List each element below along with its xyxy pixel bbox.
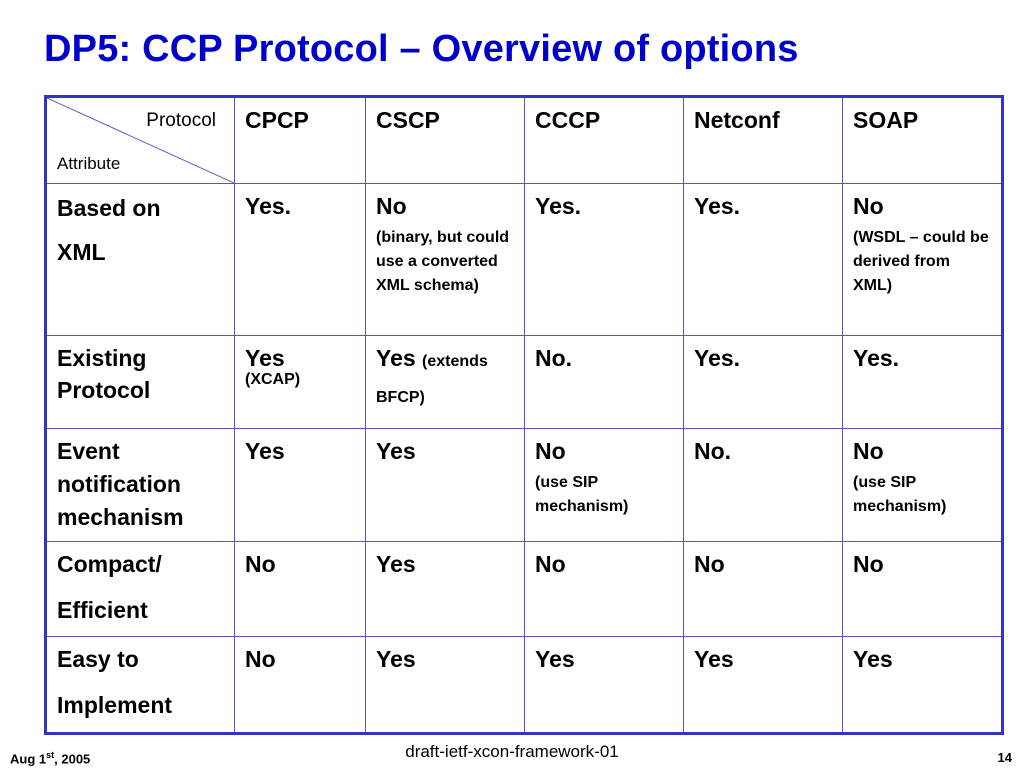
cell-value: No bbox=[245, 646, 276, 672]
table-row: Compact/ Efficient No Yes No No No bbox=[45, 541, 1003, 637]
cell-value: Yes bbox=[535, 646, 575, 672]
cell-value: No bbox=[245, 551, 276, 577]
footer-page-number: 14 bbox=[997, 750, 1012, 765]
table-cell: No (binary, but could use a converted XM… bbox=[365, 183, 525, 336]
cell-value: No. bbox=[694, 438, 732, 464]
table-cell: No (use SIP mechanism) bbox=[842, 428, 1003, 542]
cell-value: Yes bbox=[376, 438, 416, 464]
row-header-cell: Event notification mechanism bbox=[45, 428, 235, 542]
table-cell: Yes (extends BFCP) bbox=[365, 335, 525, 429]
row-header-cell: Compact/ Efficient bbox=[45, 541, 235, 637]
cell-note: (extends BFCP) bbox=[376, 353, 488, 406]
table-cell: Yes. bbox=[842, 335, 1003, 429]
cell-value: No bbox=[535, 551, 566, 577]
cell-value: No. bbox=[535, 345, 573, 371]
cell-value: Yes bbox=[376, 646, 416, 672]
cell-note: (binary, but could use a converted XML s… bbox=[376, 229, 510, 294]
slide-title: DP5: CCP Protocol – Overview of options bbox=[44, 28, 799, 70]
table-cell: Yes bbox=[365, 541, 525, 637]
cell-value: No bbox=[694, 551, 725, 577]
cell-value: Yes. bbox=[535, 193, 582, 219]
cell-value: Yes. bbox=[694, 345, 741, 371]
column-header-soap: SOAP bbox=[842, 96, 1003, 184]
footer-date: Aug 1st, 2005 bbox=[10, 750, 90, 766]
row-header-line: Easy to bbox=[57, 646, 139, 672]
cell-value: Yes bbox=[694, 646, 734, 672]
table-cell: No bbox=[842, 541, 1003, 637]
table-row: Event notification mechanism Yes Yes No … bbox=[45, 428, 1003, 542]
cell-value: No bbox=[853, 193, 884, 219]
cell-value: Yes bbox=[245, 345, 285, 371]
footer-document-name: draft-ietf-xcon-framework-01 bbox=[405, 742, 619, 761]
table-cell: Yes bbox=[365, 636, 525, 734]
table-cell: Yes bbox=[365, 428, 525, 542]
corner-protocol-label: Protocol bbox=[146, 110, 216, 131]
cell-value: No bbox=[853, 438, 884, 464]
row-header-line: Compact/ bbox=[57, 551, 162, 577]
table-cell: Yes bbox=[842, 636, 1003, 734]
row-header-line: Implement bbox=[57, 692, 173, 718]
cell-note: (WSDL – could be derived from XML) bbox=[853, 229, 989, 294]
table-cell: Yes bbox=[234, 428, 366, 542]
row-header-line: XML bbox=[57, 239, 106, 265]
cell-value: Yes bbox=[245, 438, 285, 464]
cell-note: (use SIP mechanism) bbox=[535, 474, 629, 515]
row-header-cell: Easy to Implement bbox=[45, 636, 235, 734]
footer-date-ordinal: st bbox=[46, 750, 55, 760]
row-header-cell: Based on XML bbox=[45, 183, 235, 336]
footer-date-prefix: Aug 1 bbox=[10, 751, 47, 767]
table-cell: Yes bbox=[524, 636, 684, 734]
table-cell: No bbox=[524, 541, 684, 637]
corner-attribute-label: Attribute bbox=[57, 154, 121, 173]
table-row: Easy to Implement No Yes Yes Yes Yes bbox=[45, 636, 1003, 734]
table-cell: No bbox=[683, 541, 843, 637]
table-cell: No bbox=[234, 636, 366, 734]
table-cell: Yes bbox=[683, 636, 843, 734]
table-cell: Yes. bbox=[234, 183, 366, 336]
cell-value: Yes bbox=[376, 551, 416, 577]
row-header-line: Based on bbox=[57, 195, 161, 221]
column-header-cccp: CCCP bbox=[524, 96, 684, 184]
cell-value: Yes bbox=[853, 646, 893, 672]
table-row: Based on XML Yes. No (binary, but could … bbox=[45, 183, 1003, 336]
cell-value: No bbox=[535, 438, 566, 464]
column-header-cscp: CSCP bbox=[365, 96, 525, 184]
table-cell: No. bbox=[524, 335, 684, 429]
cell-value: No bbox=[376, 193, 407, 219]
table-cell: Yes. bbox=[683, 335, 843, 429]
cell-note: (XCAP) bbox=[245, 371, 301, 388]
table-cell: Yes. bbox=[683, 183, 843, 336]
table-row: Existing Protocol Yes (XCAP) Yes (extend… bbox=[45, 335, 1003, 429]
table-cell: Yes. bbox=[524, 183, 684, 336]
cell-value: Yes. bbox=[694, 193, 741, 219]
row-header-line: Existing Protocol bbox=[57, 345, 151, 403]
row-header-line: Efficient bbox=[57, 597, 148, 623]
row-header-line: Event notification mechanism bbox=[57, 438, 184, 530]
cell-value: Yes bbox=[376, 345, 416, 371]
table-cell: No. bbox=[683, 428, 843, 542]
cell-value: Yes. bbox=[853, 345, 900, 371]
comparison-table: Protocol Attribute CPCP CSCP CCCP Netcon… bbox=[44, 95, 1004, 735]
table-cell: No bbox=[234, 541, 366, 637]
table-cell: Yes (XCAP) bbox=[234, 335, 366, 429]
diagonal-divider bbox=[47, 98, 234, 183]
row-header-cell: Existing Protocol bbox=[45, 335, 235, 429]
column-header-cpcp: CPCP bbox=[234, 96, 366, 184]
table-cell: No (use SIP mechanism) bbox=[524, 428, 684, 542]
column-header-netconf: Netconf bbox=[683, 96, 843, 184]
cell-note: (use SIP mechanism) bbox=[853, 474, 947, 515]
cell-value: Yes. bbox=[245, 193, 292, 219]
table-cell: No (WSDL – could be derived from XML) bbox=[842, 183, 1003, 336]
corner-header-cell: Protocol Attribute bbox=[45, 96, 235, 184]
cell-value: No bbox=[853, 551, 884, 577]
footer-date-suffix: , 2005 bbox=[54, 751, 91, 767]
header-row: Protocol Attribute CPCP CSCP CCCP Netcon… bbox=[45, 96, 1003, 184]
